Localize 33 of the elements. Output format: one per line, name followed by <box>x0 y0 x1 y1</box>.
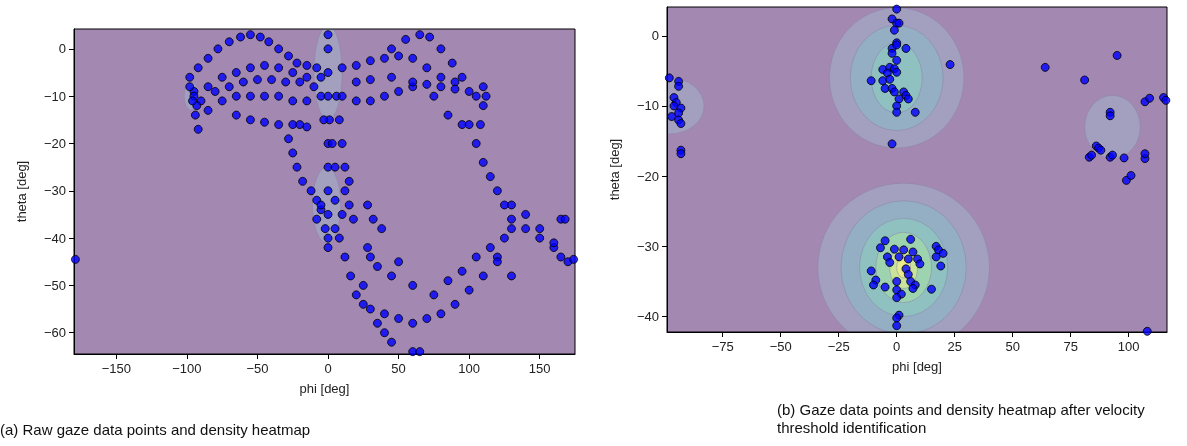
y-tick-label: −30 <box>636 238 659 254</box>
x-axis-title: phi [deg] <box>299 381 350 396</box>
x-tick-label: 75 <box>1063 339 1078 354</box>
y-tick-label: −30 <box>43 183 66 199</box>
x-tick-label: −50 <box>769 339 792 354</box>
x-tick-label: 100 <box>1117 339 1140 354</box>
y-tick-label: −40 <box>43 230 66 246</box>
y-tick-label: −20 <box>43 135 66 151</box>
x-tick-label: −50 <box>246 361 269 376</box>
y-tick-label: 0 <box>58 41 66 57</box>
x-tick-label: −75 <box>711 339 734 354</box>
x-tick-label: −150 <box>101 361 131 376</box>
x-tick-label: −25 <box>827 339 850 354</box>
x-tick-label: 0 <box>324 361 332 376</box>
text: (a) Raw gaze data points and density heatmap <box>0 421 312 439</box>
x-tick-label: 25 <box>947 339 962 354</box>
y-axis-title: theta [deg] <box>14 160 29 223</box>
text: (b) Gaze data points and density heatmap after velocity threshold identification <box>777 401 1146 437</box>
x-tick-label: 0 <box>893 339 901 354</box>
y-axis-title: theta [deg] <box>607 138 622 201</box>
y-tick-label: −10 <box>43 88 66 104</box>
y-tick-label: −20 <box>636 168 659 184</box>
y-tick-label: −10 <box>636 98 659 114</box>
y-tick-label: −50 <box>43 277 66 293</box>
x-tick-label: 150 <box>528 361 551 376</box>
x-tick-label: 50 <box>1005 339 1020 354</box>
y-tick-label: −60 <box>43 325 66 341</box>
x-tick-label: 50 <box>391 361 406 376</box>
y-tick-label: 0 <box>651 28 659 44</box>
x-axis-title: phi [deg] <box>892 359 942 374</box>
x-tick-label: 100 <box>458 361 481 376</box>
y-tick-label: −40 <box>636 309 659 325</box>
x-tick-label: −100 <box>172 361 202 376</box>
